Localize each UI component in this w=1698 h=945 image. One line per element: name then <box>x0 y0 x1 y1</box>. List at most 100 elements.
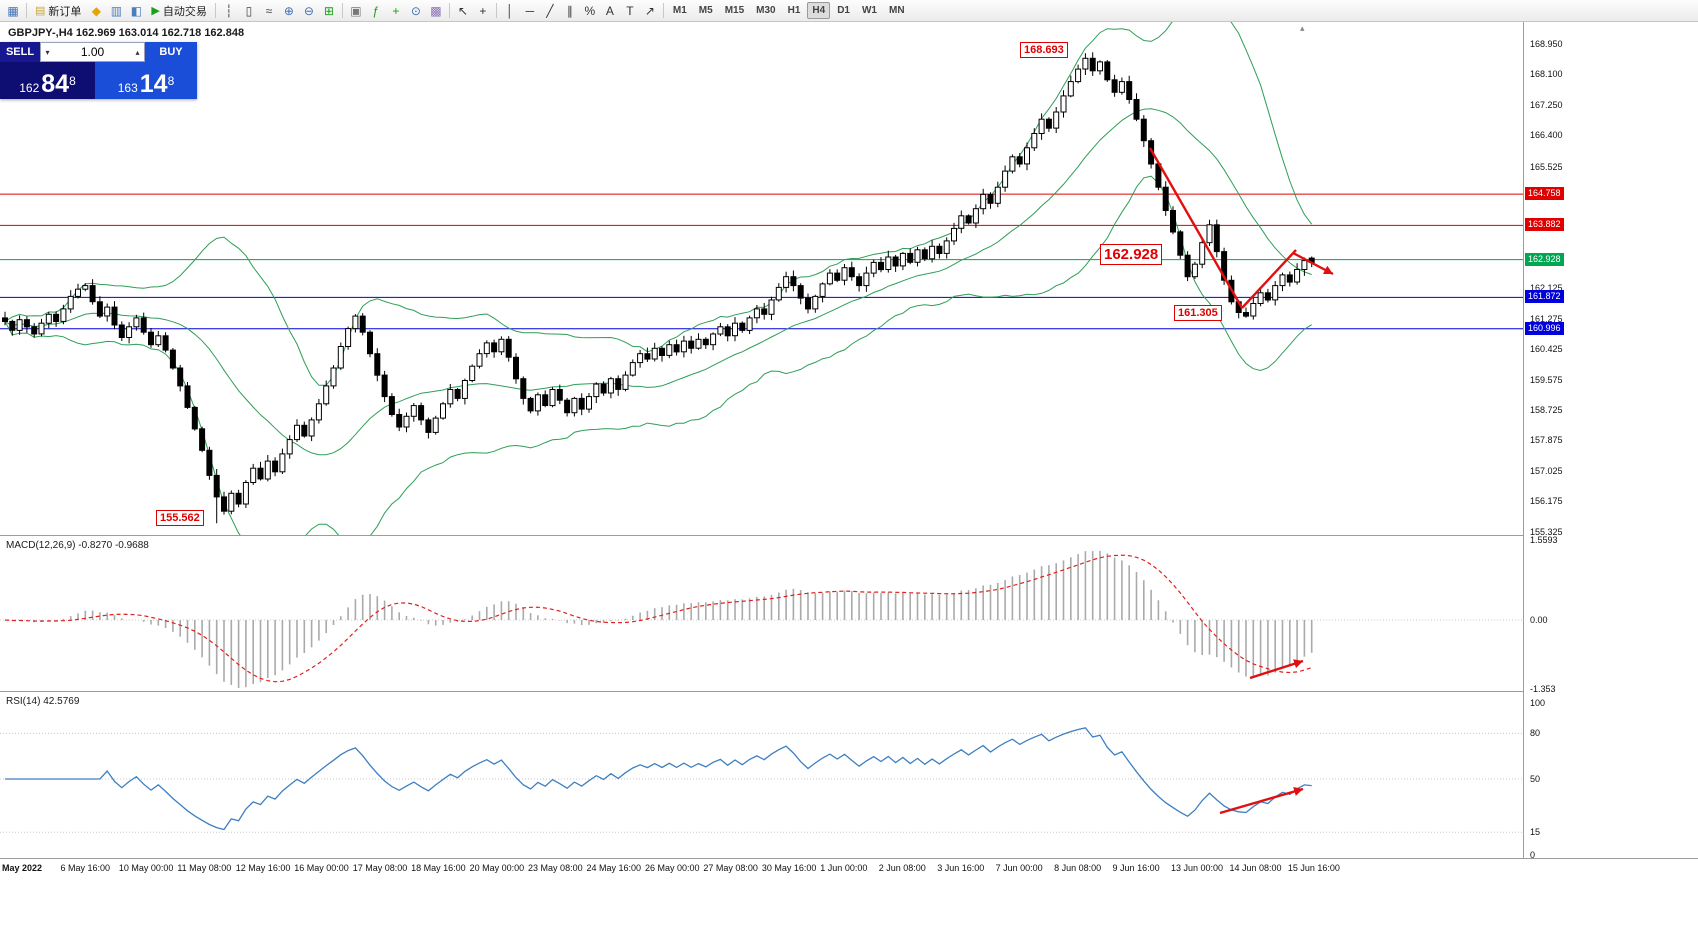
time-axis-label: 2 Jun 08:00 <box>878 863 926 873</box>
time-axis-label: May 2022 <box>2 863 43 873</box>
data-window-icon[interactable]: ◧ <box>130 3 143 18</box>
time-axis-label: 10 May 00:00 <box>118 863 174 873</box>
time-axis-label: 9 Jun 16:00 <box>1112 863 1160 873</box>
timeframe-m15-button[interactable]: M15 <box>724 5 745 16</box>
time-axis-label: 26 May 00:00 <box>644 863 700 873</box>
timeframe-m30-button[interactable]: M30 <box>756 5 776 16</box>
bar-chart-type-icon[interactable]: ┆ <box>225 3 233 18</box>
price-tick: 162.125 <box>1530 283 1563 294</box>
equidistant-channel-icon[interactable]: ∥ <box>566 3 573 18</box>
price-tick: 167.250 <box>1530 99 1563 110</box>
time-axis[interactable]: May 2022 6 May 16:00 10 May 00:00 11 May 08… <box>0 858 1698 945</box>
line-chart-type-icon[interactable]: ≈ <box>265 3 273 18</box>
toolbar-separator <box>214 3 216 18</box>
time-axis-label: 27 May 08:00 <box>703 863 758 873</box>
zoom-out-icon[interactable]: ⊖ <box>303 3 314 18</box>
timeframe-m1-button[interactable]: M1 <box>672 5 687 16</box>
price-tick: 157.025 <box>1530 465 1563 476</box>
price-annotation: 155.562 <box>156 510 204 526</box>
app-window-icon[interactable]: ▦ <box>7 3 19 18</box>
trade-panel-top-row: SELL ▾ ▴ BUY <box>0 42 197 62</box>
price-tick: 168.100 <box>1530 69 1563 80</box>
price-tick: 157.875 <box>1530 435 1563 446</box>
text-icon[interactable]: A <box>605 3 614 18</box>
toolbar-separator <box>341 3 343 18</box>
price-tick: 168.950 <box>1530 39 1563 49</box>
rsi-label: RSI(14) 42.5769 <box>6 696 80 707</box>
time-axis-label: 6 May 16:00 <box>60 863 110 873</box>
buy-price[interactable]: 163 14 8 <box>95 62 197 99</box>
time-axis-label: 12 May 16:00 <box>235 863 291 873</box>
macd-scale-label: -1.353 <box>1530 684 1556 694</box>
time-axis-label: 7 Jun 00:00 <box>995 863 1043 873</box>
symbol-ohlc-info: GBPJPY-,H4 162.969 163.014 162.718 162.8… <box>8 27 245 39</box>
time-axis-label: 11 May 08:00 <box>177 863 232 873</box>
vertical-line-icon[interactable]: │ <box>506 3 514 18</box>
market-watch-icon[interactable]: ▥ <box>110 3 123 18</box>
sell-price[interactable]: 162 84 8 <box>0 62 95 99</box>
announcement-icon[interactable]: ◆ <box>91 3 102 18</box>
timeframe-mn-button[interactable]: MN <box>888 5 905 16</box>
price-tick: 158.725 <box>1530 405 1563 416</box>
time-axis-label: 14 Jun 08:00 <box>1229 863 1282 873</box>
trendline-icon[interactable]: ╱ <box>546 3 554 18</box>
tile-windows-icon[interactable]: ⊞ <box>323 3 334 18</box>
price-axis[interactable]: 168.950168.100167.250166.400165.525164.6… <box>1523 22 1698 860</box>
fibonacci-icon[interactable]: % <box>584 3 596 18</box>
rsi-indicator-panel[interactable] <box>0 692 1523 858</box>
cursor-icon[interactable]: ↖ <box>457 3 468 18</box>
volume-input[interactable] <box>54 45 131 59</box>
timeframe-w1-button[interactable]: W1 <box>861 5 877 16</box>
templates-icon[interactable]: ▩ <box>430 3 442 18</box>
auto-trading-button-icon: ▶ <box>151 5 160 17</box>
auto-arrange-icon[interactable]: ▣ <box>350 3 362 18</box>
macd-scale-label: 1.5593 <box>1530 535 1558 546</box>
arrows-tool-icon[interactable]: ↗ <box>644 3 655 18</box>
time-axis-label: 1 Jun 00:00 <box>820 863 868 873</box>
periods-icon[interactable]: ⊙ <box>410 3 421 18</box>
main-price-chart[interactable] <box>0 22 1523 535</box>
volume-increase-button[interactable]: ▴ <box>135 47 140 57</box>
auto-trading-button[interactable]: ▶ 自动交易 <box>146 2 211 20</box>
volume-decrease-button[interactable]: ▾ <box>45 47 50 57</box>
price-level-badge: 160.996 <box>1525 321 1564 335</box>
time-axis-label: 16 May 00:00 <box>294 863 349 873</box>
toolbar-separator <box>662 3 664 18</box>
crosshair-icon[interactable]: + <box>479 3 487 18</box>
toolbar-separator <box>495 3 497 18</box>
timeframe-h1-button[interactable]: H1 <box>787 5 801 16</box>
price-level-badge: 163.882 <box>1525 218 1564 232</box>
buy-button[interactable]: BUY <box>145 42 197 62</box>
volume-field: ▾ ▴ <box>40 42 145 62</box>
price-tick: 160.425 <box>1530 344 1563 355</box>
one-click-trading-panel: SELL ▾ ▴ BUY 162 84 8 163 14 8 <box>0 42 197 99</box>
new-order-button[interactable]: ▤ 新订单 <box>30 2 86 20</box>
time-axis-label: 18 May 16:00 <box>411 863 466 873</box>
buy-price-big: 14 <box>139 70 168 98</box>
macd-indicator-panel[interactable] <box>0 536 1523 691</box>
price-tick: 159.575 <box>1530 374 1563 385</box>
text-label-icon[interactable]: T <box>626 3 634 18</box>
indicators-icon[interactable]: ƒ <box>372 3 380 18</box>
time-axis-label: 13 Jun 00:00 <box>1171 863 1224 873</box>
candlestick-chart-type-icon[interactable]: ▯ <box>245 3 253 18</box>
timeframe-h4-button[interactable]: H4 <box>807 2 831 19</box>
trade-panel-price-row: 162 84 8 163 14 8 <box>0 62 197 99</box>
add-indicator-icon[interactable]: + <box>392 3 400 18</box>
timeframe-m5-button[interactable]: M5 <box>698 5 713 16</box>
time-axis-label: 30 May 16:00 <box>761 863 817 873</box>
time-axis-label: 24 May 16:00 <box>586 863 642 873</box>
sell-button[interactable]: SELL <box>0 42 40 62</box>
price-annotation: 161.305 <box>1174 305 1222 321</box>
chart-shift-marker[interactable]: ▴ <box>1300 23 1305 33</box>
horizontal-line-icon[interactable]: ─ <box>525 3 535 18</box>
sell-price-prefix: 162 <box>19 81 40 95</box>
panel-separator[interactable] <box>0 535 1698 536</box>
new-order-button-icon: ▤ <box>35 5 46 17</box>
zoom-in-icon[interactable]: ⊕ <box>283 3 294 18</box>
price-tick: 166.400 <box>1530 130 1563 141</box>
timeframe-d1-button[interactable]: D1 <box>837 5 850 16</box>
panel-separator[interactable] <box>0 691 1698 692</box>
time-axis-label: 3 Jun 16:00 <box>937 863 985 873</box>
price-annotation: 168.693 <box>1020 42 1068 58</box>
